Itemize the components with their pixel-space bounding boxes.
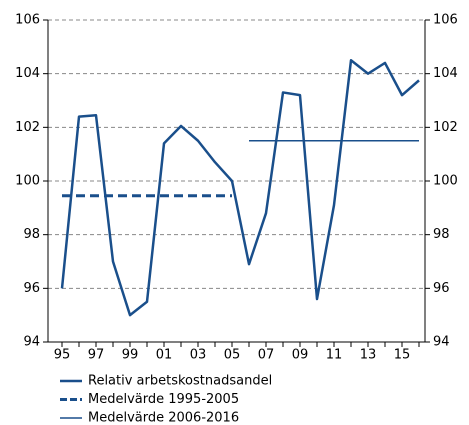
y2-tick-label: 104 — [433, 66, 458, 81]
y2-tick-label: 94 — [433, 335, 450, 350]
x-tick-label: 01 — [156, 348, 173, 363]
line-series — [60, 59, 420, 317]
y-tick-label: 96 — [23, 281, 40, 296]
x-tick-label: 07 — [258, 348, 275, 363]
x-tick-label: 11 — [326, 348, 343, 363]
legend-label: Medelvärde 2006-2016 — [88, 411, 239, 425]
y-tick-label: 98 — [23, 227, 40, 242]
x-tick-label: 97 — [88, 348, 105, 363]
y-tick-label: 104 — [15, 66, 40, 81]
legend-label: Medelvärde 1995-2005 — [88, 392, 239, 407]
x-tick-label: 09 — [292, 348, 309, 363]
y2-tick-label: 96 — [433, 281, 450, 296]
x-tick-label: 03 — [190, 348, 207, 363]
x-tick-label: 13 — [360, 348, 377, 363]
y2-tick-label: 100 — [433, 174, 458, 189]
y-tick-label: 94 — [23, 335, 40, 350]
x-tick-label: 05 — [224, 348, 241, 363]
y2-tick-label: 98 — [433, 227, 450, 242]
y2-tick-label: 106 — [433, 13, 458, 28]
y2-tick-label: 102 — [433, 120, 458, 135]
y-tick-label: 106 — [15, 13, 40, 28]
x-tick-label: 99 — [122, 348, 139, 363]
legend-label: Relativ arbetskostnadsandel — [88, 374, 272, 389]
y-tick-label: 102 — [15, 120, 40, 135]
y-tick-label: 100 — [15, 174, 40, 189]
x-tick-label: 15 — [394, 348, 411, 363]
x-tick-label: 95 — [54, 348, 71, 363]
